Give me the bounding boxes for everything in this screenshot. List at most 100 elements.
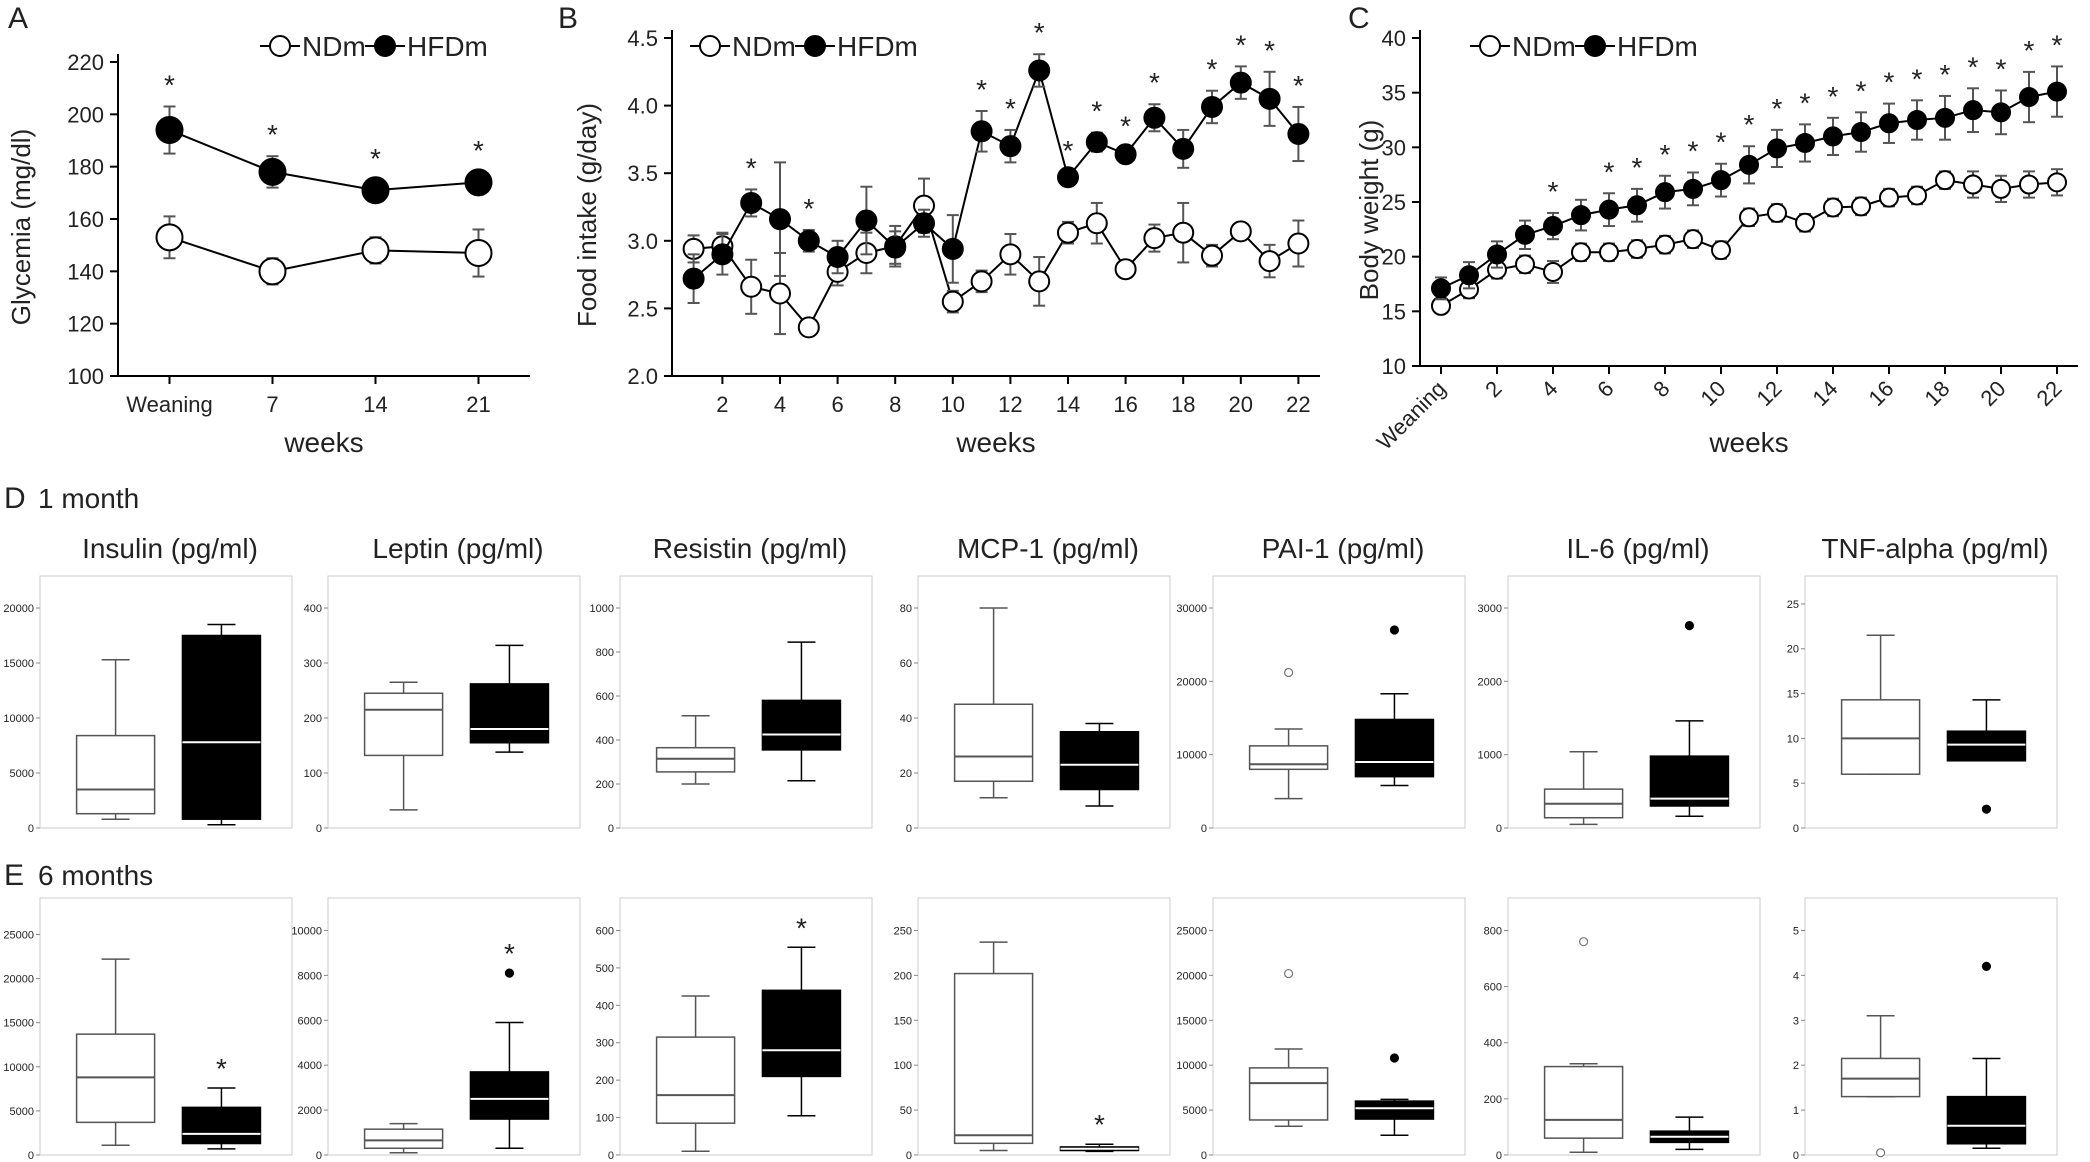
significance-marker: *	[473, 135, 484, 166]
x-tick-label: Weaning	[126, 392, 212, 417]
y-tick-label: 200	[67, 102, 104, 127]
y-tick-label: 0	[906, 823, 912, 835]
box-hfdm	[761, 699, 842, 751]
data-point-hfdm	[1201, 95, 1223, 118]
panel-letter-b: B	[558, 2, 578, 35]
series-line-ndm	[169, 236, 479, 273]
x-tick-label: 14	[1808, 376, 1843, 411]
y-tick-label: 40	[900, 713, 912, 725]
plot-frame	[917, 897, 1171, 1156]
y-tick-label: 200	[596, 1075, 614, 1087]
data-point-hfdm	[1907, 110, 1927, 130]
significance-marker: *	[504, 938, 515, 969]
significance-marker: *	[803, 193, 814, 224]
y-tick-label: 20000	[3, 974, 34, 986]
x-tick-label: 7	[266, 392, 278, 417]
y-tick-label: 8000	[298, 970, 322, 982]
plot-frame	[327, 897, 581, 1156]
data-point-hfdm	[1711, 170, 1731, 191]
row-title: 6 months	[38, 860, 153, 891]
plot-frame	[619, 897, 873, 1156]
x-tick-label: 22	[2032, 376, 2067, 411]
significance-marker: *	[1207, 54, 1218, 85]
box-hfdm	[181, 1106, 262, 1145]
data-point-hfdm	[1431, 278, 1451, 299]
y-tick-label: 15000	[1176, 1015, 1207, 1027]
significance-marker: *	[1063, 135, 1074, 166]
significance-marker: *	[1688, 135, 1699, 166]
data-point-hfdm	[1543, 216, 1563, 237]
box-hfdm	[469, 1071, 550, 1120]
panel-letter-c: C	[1348, 2, 1370, 35]
plot-title: PAI-1 (pg/ml)	[1262, 533, 1425, 564]
data-point-ndm	[1515, 254, 1535, 275]
y-tick-label: 30	[1382, 135, 1406, 160]
plot-frame	[1507, 897, 1761, 1156]
y-tick-label: 100	[304, 768, 322, 780]
y-tick-label: 500	[596, 963, 614, 975]
y-tick-label: 35	[1382, 81, 1406, 106]
y-tick-label: 15	[1787, 689, 1799, 701]
significance-marker: *	[1996, 53, 2007, 84]
data-point-ndm	[258, 257, 287, 286]
y-tick-label: 600	[596, 691, 614, 703]
data-point-ndm	[1258, 250, 1281, 273]
outlier-point	[1684, 620, 1695, 631]
panel-letter-e: E	[4, 859, 24, 892]
data-point-ndm	[769, 282, 791, 305]
significance-marker: *	[164, 69, 175, 100]
box-ndm	[655, 1036, 736, 1124]
x-tick-label: Weaning	[1372, 376, 1451, 455]
data-point-hfdm	[970, 120, 993, 143]
data-point-ndm	[797, 316, 820, 339]
y-tick-label: 200	[894, 970, 912, 982]
y-tick-label: 200	[304, 713, 322, 725]
plot-frame	[327, 575, 581, 829]
y-tick-label: 1000	[590, 603, 614, 615]
data-point-hfdm	[797, 229, 820, 252]
row-title: 1 month	[38, 483, 139, 514]
data-point-ndm	[155, 223, 184, 252]
significance-marker: *	[267, 119, 278, 150]
y-tick-label: 4000	[298, 1060, 322, 1072]
x-tick-label: 4	[1536, 376, 1562, 402]
x-tick-label: 18	[1920, 376, 1955, 411]
y-tick-label: 20000	[3, 603, 34, 615]
outlier-point	[1283, 667, 1294, 678]
plot-frame	[39, 575, 293, 829]
box-ndm	[1248, 1067, 1329, 1121]
outlier-point	[1389, 625, 1400, 635]
significance-marker: *	[1235, 29, 1246, 60]
data-point-hfdm	[1823, 126, 1843, 147]
significance-marker: *	[1548, 176, 1559, 207]
data-point-hfdm	[826, 246, 849, 269]
box-hfdm	[1354, 718, 1435, 778]
y-tick-label: 300	[596, 1038, 614, 1050]
data-point-ndm	[1767, 202, 1787, 223]
plot-frame	[1804, 897, 2058, 1156]
y-tick-label: 2000	[1478, 676, 1502, 688]
box-ndm	[1248, 745, 1329, 771]
data-point-hfdm	[999, 135, 1022, 158]
data-point-hfdm	[1143, 106, 1166, 129]
panel-letter-a: A	[8, 2, 28, 35]
significance-marker: *	[1800, 87, 1811, 118]
y-tick-label: 3	[1793, 1015, 1799, 1027]
data-point-ndm	[1823, 197, 1843, 218]
data-point-ndm	[1879, 187, 1899, 208]
data-point-ndm	[1963, 174, 1983, 195]
data-point-hfdm	[1085, 131, 1108, 154]
x-tick-label: 14	[363, 392, 387, 417]
plot-title: Leptin (pg/ml)	[372, 533, 543, 564]
data-point-hfdm	[1851, 122, 1871, 143]
plot-frame	[1507, 575, 1761, 829]
y-tick-label: 0	[1793, 1150, 1799, 1162]
outlier-point	[1389, 1053, 1400, 1063]
y-tick-label: 0	[28, 1150, 34, 1162]
y-tick-label: 25	[1382, 190, 1406, 215]
significance-marker: *	[1005, 93, 1016, 124]
data-point-ndm	[1627, 239, 1647, 260]
data-point-ndm	[970, 270, 993, 293]
y-tick-label: 2.5	[627, 296, 658, 321]
x-tick-label: 4	[774, 392, 786, 417]
